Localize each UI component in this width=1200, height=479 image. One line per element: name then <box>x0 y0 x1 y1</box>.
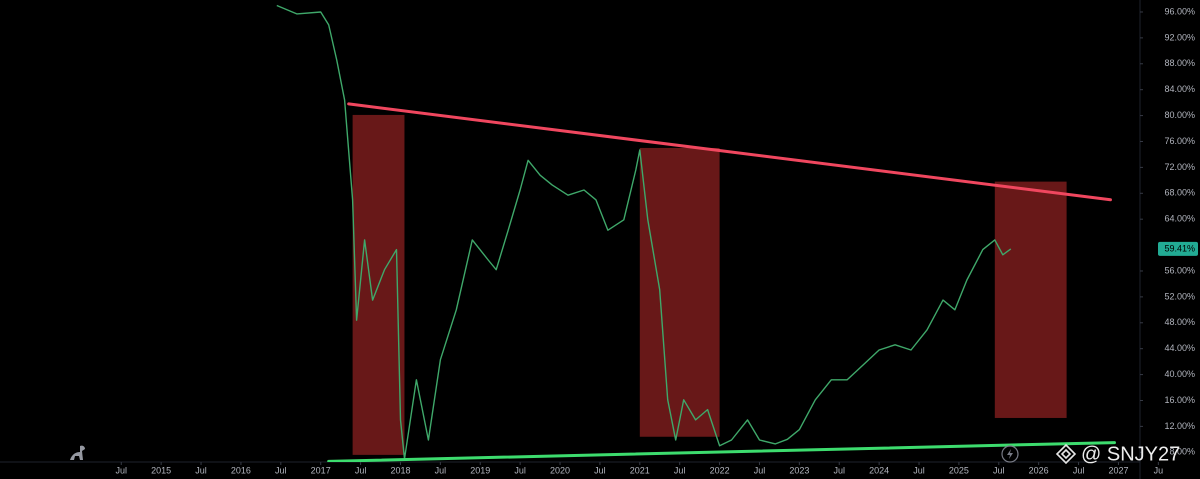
x-tick-label: 2016 <box>231 465 251 475</box>
x-tick-label: 2027 <box>1108 465 1128 475</box>
y-tick-label: 52.00% <box>1164 291 1195 301</box>
y-tick-label: 44.00% <box>1164 343 1195 353</box>
x-tick-label: 2024 <box>869 465 889 475</box>
y-tick-label: 40.00% <box>1164 369 1195 379</box>
price-badge-label: 59.41% <box>1164 243 1195 253</box>
y-tick-label: 80.00% <box>1164 110 1195 120</box>
drawdown-zone <box>639 147 720 437</box>
x-tick-label: Jul <box>993 465 1005 475</box>
price-line <box>276 4 1012 460</box>
x-tick-label: 2017 <box>311 465 331 475</box>
x-tick-label: Jul <box>1073 465 1085 475</box>
y-tick-label: 84.00% <box>1164 84 1195 94</box>
y-tick-label: 16.00% <box>1164 395 1195 405</box>
x-tick-label: 2021 <box>630 465 650 475</box>
y-tick-label: 72.00% <box>1164 162 1195 172</box>
x-tick-label: 2023 <box>789 465 809 475</box>
x-tick-label: 2020 <box>550 465 570 475</box>
x-tick-label: Jul <box>275 465 287 475</box>
bolt-icon[interactable] <box>1001 445 1019 463</box>
x-tick-label: Jul <box>355 465 367 475</box>
y-tick-label: 8.00% <box>1169 447 1195 457</box>
trendline <box>327 441 1116 462</box>
x-tick-label: Jul <box>674 465 686 475</box>
x-tick-label: Jul <box>594 465 606 475</box>
y-tick-label: 48.00% <box>1164 317 1195 327</box>
x-tick-label: Ju <box>1154 465 1164 475</box>
drawdown-zone <box>994 181 1067 418</box>
y-tick-label: 64.00% <box>1164 214 1195 224</box>
x-tick-label: Jul <box>195 465 207 475</box>
x-tick-label: Jul <box>514 465 526 475</box>
x-tick-label: Jul <box>754 465 766 475</box>
y-tick-label: 56.00% <box>1164 265 1195 275</box>
y-tick-label: 76.00% <box>1164 136 1195 146</box>
axes: 96.00% 92.00% 88.00% 84.00% 80.00% 76.00% 72.0… <box>116 6 1198 475</box>
watermark: @ SNJY27 <box>1081 443 1180 465</box>
y-tick-label: 92.00% <box>1164 32 1195 42</box>
x-tick-label: Jul <box>435 465 447 475</box>
tradingview-logo <box>70 445 85 460</box>
x-tick-label: Jul <box>913 465 925 475</box>
y-tick-label: 88.00% <box>1164 58 1195 68</box>
y-tick-label: 96.00% <box>1164 6 1195 16</box>
y-tick-label: 68.00% <box>1164 188 1195 198</box>
x-tick-label: 2019 <box>470 465 490 475</box>
watermark-logo <box>1055 443 1077 465</box>
x-tick-label: Jul <box>116 465 128 475</box>
x-tick-label: 2015 <box>151 465 171 475</box>
trendline <box>347 102 1112 202</box>
y-tick-label: 12.00% <box>1164 421 1195 431</box>
x-tick-label: 2022 <box>710 465 730 475</box>
plot-area <box>276 4 1116 462</box>
x-tick-label: Jul <box>833 465 845 475</box>
x-tick-label: 2025 <box>949 465 969 475</box>
x-tick-label: 2026 <box>1029 465 1049 475</box>
price-badge <box>1158 241 1198 256</box>
x-tick-label: 2018 <box>390 465 410 475</box>
